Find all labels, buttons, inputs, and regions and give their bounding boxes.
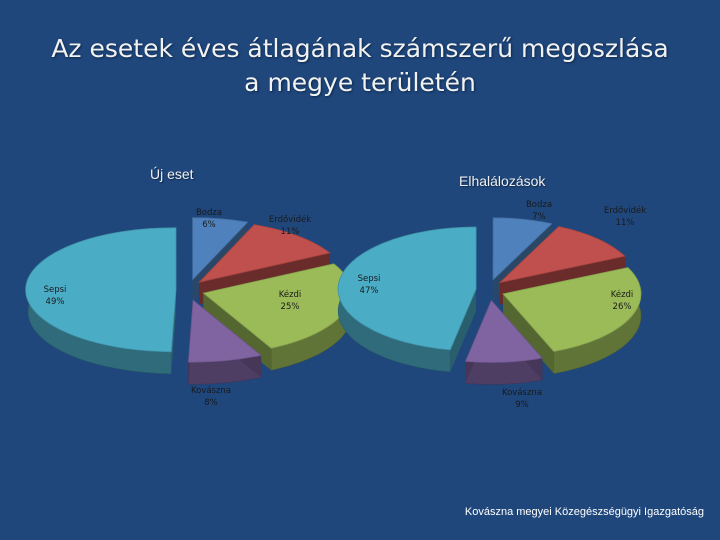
footer-credit: Kovászna megyei Közegészségügyi Igazgató… <box>464 506 704 518</box>
pie-chart-new-cases: Bodza 6% Erdővidék 11% Kézdi 25% Kovászna 8% Sep… <box>25 208 352 408</box>
slice-label-kézdi: Kézdi 26% <box>611 289 634 312</box>
slide-title: Az esetek éves átlagának számszerű megos… <box>0 32 720 100</box>
slice-label-kovászna: Kovászna 9% <box>502 388 542 410</box>
slice-side-sepsi <box>171 289 177 374</box>
title-line-1: Az esetek éves átlagának számszerű megos… <box>51 34 669 63</box>
chart-title-new-cases: Új eset <box>150 166 194 182</box>
slice-label-erdővidék: Erdővidék 11% <box>269 214 311 237</box>
pie-slice-sepsi <box>337 226 477 351</box>
slice-label-erdővidék: Erdővidék 11% <box>604 205 646 228</box>
pie-slice-bodza <box>192 217 249 281</box>
slice-label-sepsi: Sepsi 47% <box>358 274 381 296</box>
slice-side-kézdi <box>503 293 554 374</box>
slice-label-kézdi: Kézdi 25% <box>279 289 302 312</box>
slice-label-bodza: Bodza 6% <box>196 208 222 230</box>
pie-slice-bodza <box>492 217 553 281</box>
pie-slice-kézdi <box>502 267 642 352</box>
chart-title-deaths: Elhalálozások <box>459 173 546 189</box>
pie-slice-sepsi <box>25 227 177 353</box>
pie-slice-kovászna <box>464 299 543 363</box>
title-line-2: a megye területén <box>244 68 476 97</box>
slice-label-bodza: Bodza 7% <box>526 200 552 222</box>
pie-chart-deaths: Bodza 7% Erdővidék 11% Kézdi 26% Kovászna 9% Sep… <box>337 200 646 410</box>
pie-slice-kovászna <box>187 299 262 363</box>
pie-slice-erdővidék <box>198 224 331 283</box>
slice-label-sepsi: Sepsi 49% <box>44 285 67 307</box>
slice-label-kovászna: Kovászna 8% <box>191 386 231 408</box>
slice-side-sepsi <box>450 289 477 372</box>
pie-slice-erdővidék <box>498 226 626 284</box>
